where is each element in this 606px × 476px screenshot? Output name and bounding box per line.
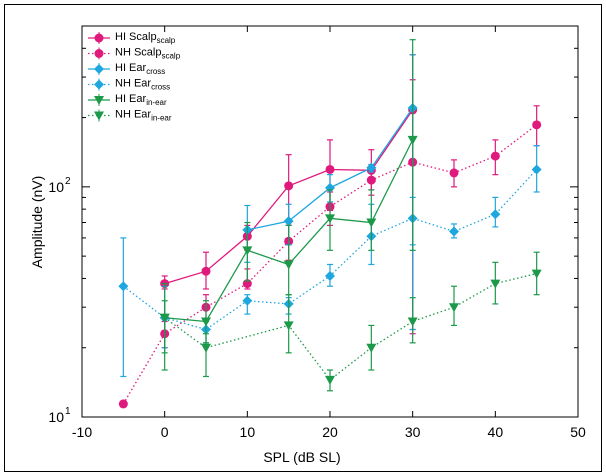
marker xyxy=(366,162,377,173)
marker xyxy=(94,64,104,74)
marker xyxy=(407,135,418,145)
marker xyxy=(118,281,129,292)
marker xyxy=(325,214,335,224)
legend-subscript: cross xyxy=(146,67,165,76)
marker xyxy=(449,168,459,178)
legend-name: HI Scalp xyxy=(115,31,157,43)
marker xyxy=(325,375,335,385)
marker xyxy=(283,260,294,270)
marker xyxy=(201,317,211,327)
legend-name: NH Ear xyxy=(115,109,151,121)
legend-name: NH Scalp xyxy=(115,47,161,59)
legend-subscript: in-ear xyxy=(146,98,167,107)
legend-label: HI Earcross xyxy=(115,62,165,76)
x-tick-label: -10 xyxy=(72,424,92,440)
marker xyxy=(531,164,542,175)
marker xyxy=(407,317,418,327)
legend-subscript: cross xyxy=(151,83,170,92)
marker xyxy=(449,226,459,237)
x-tick-label: 40 xyxy=(488,424,504,440)
marker xyxy=(366,343,377,353)
marker xyxy=(532,120,542,130)
x-axis-label: SPL (dB SL) xyxy=(263,449,340,465)
marker xyxy=(366,175,376,185)
legend-name: HI Ear xyxy=(115,62,147,74)
y-axis-label: Amplitude (nV) xyxy=(29,176,45,269)
marker xyxy=(283,321,294,331)
legend-label: HI Earin-ear xyxy=(115,93,167,107)
marker xyxy=(490,279,501,289)
marker xyxy=(490,151,500,161)
marker xyxy=(201,343,211,353)
legend-label: NH Scalpscalp xyxy=(115,47,181,61)
legend-name: HI Ear xyxy=(115,93,147,105)
legend-label: NH Earcross xyxy=(115,78,170,92)
marker xyxy=(94,49,104,58)
legend-subscript: scalp xyxy=(161,52,180,61)
y-tick-exponent: 1 xyxy=(65,406,71,417)
legend-subscript: in-ear xyxy=(151,114,172,123)
marker xyxy=(283,216,294,227)
legend-label: NH Earin-ear xyxy=(115,109,172,123)
y-tick-exponent: 2 xyxy=(65,176,71,187)
marker xyxy=(449,303,459,313)
legend-label: HI Scalpscalp xyxy=(115,31,176,45)
marker xyxy=(325,164,335,174)
x-tick-label: 10 xyxy=(240,424,256,440)
marker xyxy=(284,181,294,191)
marker xyxy=(490,209,501,220)
marker xyxy=(118,399,128,409)
marker xyxy=(159,313,170,323)
marker xyxy=(94,33,104,43)
y-tick-label: 10 xyxy=(48,179,64,195)
marker xyxy=(531,269,542,279)
marker xyxy=(94,111,104,121)
x-tick-label: 20 xyxy=(322,424,338,440)
marker xyxy=(242,295,253,306)
x-tick-label: 30 xyxy=(405,424,421,440)
marker xyxy=(325,270,335,281)
y-tick-label: 10 xyxy=(48,409,64,425)
marker xyxy=(94,96,104,105)
x-tick-label: 0 xyxy=(161,424,169,440)
x-tick-label: 50 xyxy=(570,424,586,440)
marker xyxy=(242,246,253,256)
legend-name: NH Ear xyxy=(115,78,151,90)
marker xyxy=(94,79,104,90)
frame xyxy=(4,4,602,472)
legend-subscript: scalp xyxy=(157,36,176,45)
marker xyxy=(366,218,377,228)
marker xyxy=(201,266,211,276)
